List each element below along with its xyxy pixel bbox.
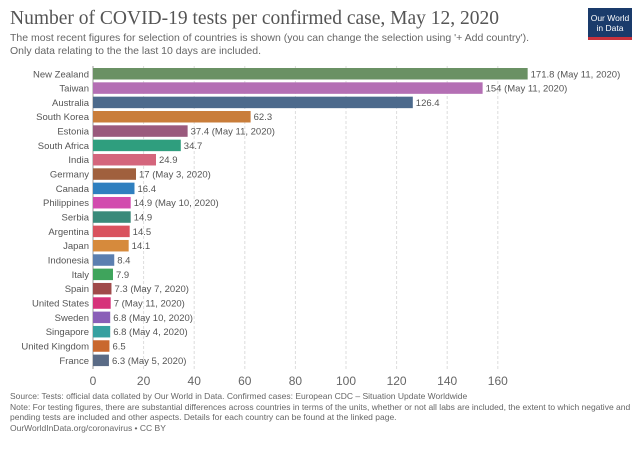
x-tick-label: 120: [387, 374, 407, 388]
category-label: Canada: [56, 184, 90, 195]
category-label: Sweden: [55, 313, 89, 324]
owid-logo[interactable]: Our World in Data: [588, 8, 632, 40]
value-label: 6.3 (May 5, 2020): [112, 356, 186, 367]
bar[interactable]: [93, 82, 483, 94]
category-label: Argentina: [48, 227, 89, 238]
footer-url[interactable]: OurWorldInData.org/coronavirus • CC BY: [10, 422, 166, 433]
bar[interactable]: [93, 211, 131, 223]
value-label: 14.5: [133, 227, 152, 238]
bar[interactable]: [93, 297, 111, 309]
subtitle-line-2: Only data relating to the the last 10 da…: [10, 45, 261, 57]
bar[interactable]: [93, 196, 131, 209]
category-label: France: [59, 356, 89, 367]
value-label: 6.5: [112, 342, 125, 353]
bar[interactable]: [93, 68, 528, 80]
chart-title: Number of COVID-19 tests per confirmed c…: [10, 8, 500, 29]
category-label: United Kingdom: [21, 342, 89, 353]
chart-subtitle: The most recent figures for selection of…: [10, 32, 570, 58]
bar[interactable]: [93, 268, 113, 281]
bar[interactable]: [93, 182, 135, 195]
category-label: Taiwan: [59, 84, 89, 95]
category-label: India: [68, 155, 89, 166]
value-label: 34.7: [184, 141, 203, 152]
bar[interactable]: [93, 110, 251, 123]
x-tick-label: 0: [90, 374, 97, 388]
subtitle-line-1: The most recent figures for selection of…: [10, 32, 530, 44]
bar[interactable]: [93, 153, 156, 166]
category-label: Germany: [50, 170, 89, 181]
value-label: 6.8 (May 4, 2020): [113, 327, 187, 338]
value-label: 8.4: [117, 256, 130, 267]
x-tick-label: 140: [437, 374, 457, 388]
x-tick-label: 60: [238, 374, 252, 388]
value-label: 17 (May 3, 2020): [139, 170, 211, 181]
category-label: South Africa: [38, 141, 90, 152]
category-label: Spain: [65, 284, 89, 295]
bar[interactable]: [93, 311, 111, 324]
bar[interactable]: [93, 282, 112, 295]
bar[interactable]: [93, 239, 129, 252]
category-label: New Zealand: [33, 69, 89, 80]
bar[interactable]: [93, 168, 137, 180]
category-label: Indonesia: [48, 256, 90, 267]
x-tick-label: 20: [137, 374, 151, 388]
value-label: 14.9 (May 10, 2020): [134, 198, 219, 209]
category-label: South Korea: [36, 112, 90, 123]
value-label: 62.3: [254, 112, 273, 123]
bar[interactable]: [93, 96, 413, 109]
x-tick-label: 100: [336, 374, 356, 388]
value-label: 37.4 (May 11, 2020): [191, 127, 275, 138]
value-label: 24.9: [159, 155, 178, 166]
x-tick-label: 80: [289, 374, 303, 388]
category-label: Japan: [63, 241, 89, 252]
category-label: Philippines: [43, 198, 89, 209]
bar[interactable]: [93, 254, 115, 266]
value-label: 7.3 (May 7, 2020): [114, 284, 188, 295]
value-label: 154 (May 11, 2020): [486, 84, 568, 95]
bar[interactable]: [93, 125, 188, 137]
category-labels: New Zealand Taiwan Australia South Korea Est…: [21, 69, 89, 367]
value-label: 16.4: [137, 184, 156, 195]
category-label: United States: [32, 299, 89, 310]
bar[interactable]: [93, 354, 109, 367]
value-label: 7.9: [116, 270, 129, 281]
category-label: Estonia: [57, 127, 89, 138]
bar[interactable]: [93, 340, 110, 352]
x-tick-label: 40: [188, 374, 202, 388]
chart-footer: Source: Tests: official data collated by…: [10, 391, 635, 433]
category-label: Singapore: [46, 327, 89, 338]
category-label: Australia: [52, 98, 90, 109]
bar[interactable]: [93, 325, 111, 338]
category-label: Serbia: [62, 213, 90, 224]
category-label: Italy: [72, 270, 90, 281]
source-text: Source: Tests: official data collated by…: [10, 391, 468, 401]
logo-line-2: in Data: [596, 22, 624, 33]
bars: [93, 68, 528, 367]
value-label: 14.1: [132, 241, 151, 252]
x-tick-label: 160: [488, 374, 508, 388]
value-labels: 171.8 (May 11, 2020) 154 (May 11, 2020) 12…: [112, 69, 620, 367]
bar[interactable]: [93, 139, 181, 152]
value-label: 14.9: [134, 213, 153, 224]
value-label: 6.8 (May 10, 2020): [113, 313, 193, 324]
value-label: 7 (May 11, 2020): [114, 299, 185, 310]
x-axis-ticks: 0 20 40 60 80 100 120 140 160: [90, 374, 508, 388]
value-label: 171.8 (May 11, 2020): [531, 69, 621, 80]
value-label: 126.4: [416, 98, 440, 109]
bar[interactable]: [93, 225, 130, 238]
note-text: Note: For testing figures, there are sub…: [10, 401, 631, 423]
logo-line-1: Our World: [590, 12, 630, 23]
